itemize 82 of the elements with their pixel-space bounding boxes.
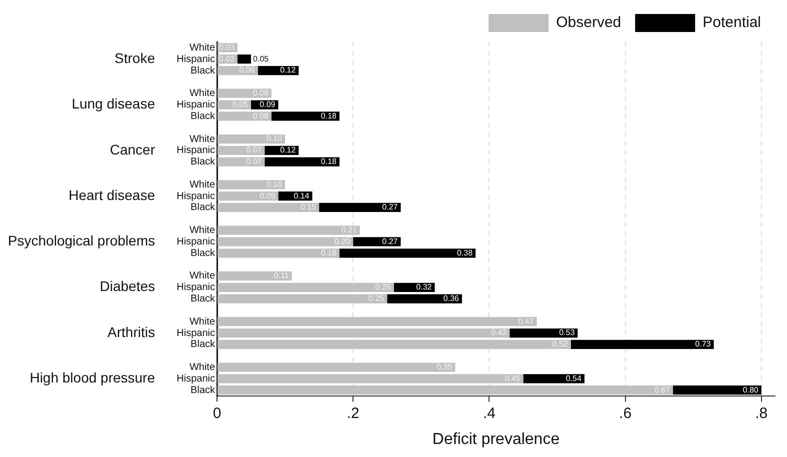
bar	[218, 134, 286, 144]
total-label: 0.73	[695, 340, 712, 349]
bar	[264, 157, 340, 166]
bar	[271, 112, 340, 121]
y-tick-label: Black	[190, 384, 216, 396]
bar	[672, 386, 762, 395]
y-tick-label: Hispanic	[176, 190, 215, 202]
bar	[339, 248, 476, 258]
total-label: 0.05	[253, 54, 270, 64]
total-label: 0.12	[280, 66, 296, 75]
y-tick-label: White	[189, 270, 216, 282]
y-tick-label: Black	[190, 65, 216, 76]
text: Psychological problems	[8, 232, 155, 249]
total-label: 0.80	[742, 385, 759, 394]
y-tick-label: Hispanic	[176, 145, 215, 156]
y-tick-label: Black	[190, 202, 216, 214]
bar	[218, 248, 340, 258]
total-label: 0.14	[294, 191, 310, 200]
bar	[523, 374, 584, 384]
text: Cancer	[110, 141, 156, 158]
y-tick-label: White	[189, 316, 216, 328]
total-label: 0.53	[559, 328, 576, 338]
x-axis-title: Deficit prevalence	[432, 430, 560, 448]
total-label: 0.32	[416, 282, 432, 292]
bar	[510, 328, 578, 338]
y-tick-label: White	[189, 42, 216, 54]
x-tick-label: .4	[482, 404, 496, 422]
bar	[218, 180, 286, 190]
y-tick-label: Black	[190, 339, 216, 350]
bar	[353, 237, 401, 246]
y-tick-label: Black	[190, 248, 216, 259]
bar	[218, 237, 354, 246]
x-tick-label: .2	[346, 404, 360, 422]
y-tick-label: Hispanic	[176, 373, 215, 384]
total-label: 0.12	[280, 146, 296, 155]
legend-label: Potential	[702, 14, 761, 32]
y-tick-label: White	[189, 179, 216, 190]
bar	[319, 202, 401, 212]
bar	[218, 271, 292, 281]
bar	[218, 226, 360, 235]
y-tick-label: Hispanic	[176, 236, 215, 248]
y-tick-label: Hispanic	[176, 282, 215, 294]
legend-label: Observed	[556, 14, 622, 32]
y-tick-label: Hispanic	[176, 328, 215, 339]
bar	[570, 340, 714, 350]
bar	[237, 54, 252, 64]
total-label: 0.36	[443, 294, 460, 303]
y-tick-label: White	[189, 88, 216, 100]
y-tick-label: White	[189, 134, 216, 145]
bar	[218, 374, 524, 384]
total-label: 0.27	[382, 236, 398, 246]
x-tick-label: .6	[619, 404, 632, 422]
total-label: 0.27	[382, 202, 398, 212]
text: Lung disease	[72, 96, 156, 112]
x-tick-label: 0	[212, 404, 222, 422]
total-label: 0.54	[566, 374, 582, 383]
bar	[218, 328, 510, 338]
bar	[218, 386, 673, 395]
total-label: 0.18	[320, 111, 338, 120]
text: Arthritis	[108, 324, 155, 340]
bar	[218, 294, 388, 304]
total-label: 0.18	[320, 157, 338, 166]
y-tick-label: White	[189, 225, 216, 236]
total-label: 0.09	[260, 100, 276, 109]
bar	[218, 362, 456, 372]
text: High blood pressure	[30, 370, 156, 386]
y-tick-label: White	[189, 362, 216, 374]
bar	[218, 317, 537, 326]
bar	[387, 294, 462, 304]
x-tick-label: .8	[755, 404, 768, 422]
bar	[218, 202, 320, 212]
y-tick-label: Black	[190, 110, 216, 122]
y-tick-label: Hispanic	[176, 54, 215, 65]
text: Stroke	[114, 50, 156, 66]
total-label: 0.38	[457, 248, 474, 258]
bar	[218, 340, 571, 350]
text: Heart disease	[68, 186, 156, 203]
bar	[218, 282, 394, 292]
y-tick-label: Hispanic	[176, 100, 215, 111]
text: Diabetes	[100, 278, 155, 294]
y-tick-label: Black	[190, 156, 216, 168]
y-tick-label: Black	[190, 294, 216, 305]
